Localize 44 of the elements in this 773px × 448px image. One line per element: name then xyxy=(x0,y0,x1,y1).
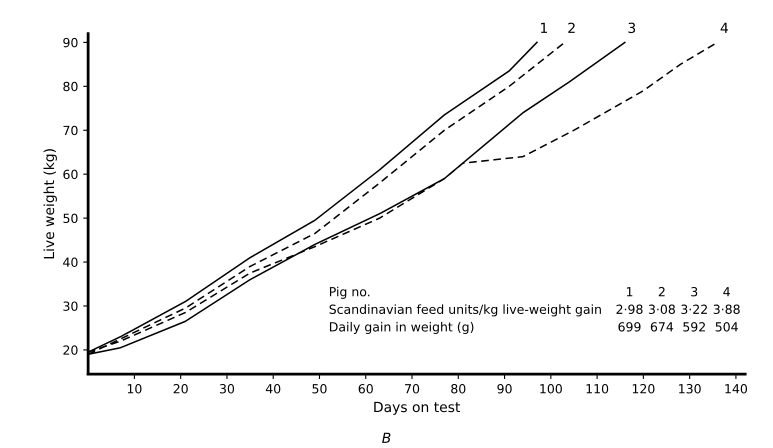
series-label: 3 xyxy=(628,22,636,34)
annotation: 1 xyxy=(626,287,632,296)
y-tick-label: 20 xyxy=(63,345,78,355)
text: B xyxy=(382,432,390,443)
annotation: 4 xyxy=(723,287,730,296)
annotation: 3 xyxy=(691,286,698,296)
x-tick-label: 40 xyxy=(266,384,280,394)
y-tick-label: 70 xyxy=(64,126,78,136)
x-tick-label: 110 xyxy=(586,384,608,394)
x-tick-label: 130 xyxy=(679,384,701,394)
annotation: 504 xyxy=(716,322,738,332)
annotation: 2 xyxy=(658,286,665,296)
y-tick-label: 40 xyxy=(63,258,78,267)
x-tick-label: 90 xyxy=(497,384,512,394)
y-tick-label: 90 xyxy=(63,38,78,48)
x-tick-label: 60 xyxy=(358,384,373,394)
series-label: 2 xyxy=(568,22,575,33)
x-tick-label: 50 xyxy=(312,384,327,394)
y-axis-title: Live weight (kg) xyxy=(43,149,57,258)
x-tick-label: 30 xyxy=(220,384,234,394)
annotation: 699 xyxy=(618,322,641,332)
annotation: Daily gain in weight (g) xyxy=(330,322,474,334)
annotation: Pig no. xyxy=(330,286,370,299)
x-axis-title: Days on test xyxy=(374,402,460,415)
annotation: 3·22 xyxy=(681,304,707,314)
annotation: Scandinavian feed units/kg live-weight gain xyxy=(330,304,601,316)
annotation: 674 xyxy=(650,322,674,332)
annotation: 3·08 xyxy=(648,304,675,314)
x-tick-label: 100 xyxy=(540,384,562,394)
annotation: 3·88 xyxy=(714,304,740,314)
x-tick-label: 80 xyxy=(451,384,466,394)
series-label: 1 xyxy=(541,22,548,33)
x-tick-label: 10 xyxy=(128,384,142,394)
series-label: 4 xyxy=(720,22,728,33)
x-tick-label: 120 xyxy=(632,384,654,394)
annotation: 592 xyxy=(683,322,705,332)
y-tick-label: 50 xyxy=(63,214,78,224)
x-tick-label: 20 xyxy=(174,384,188,394)
y-tick-label: 60 xyxy=(63,170,78,180)
x-tick-label: 140 xyxy=(725,384,748,394)
y-tick-label: 30 xyxy=(63,301,78,311)
x-tick-label: 70 xyxy=(405,384,420,394)
y-tick-label: 80 xyxy=(63,82,78,92)
annotation: 2·98 xyxy=(616,304,643,314)
